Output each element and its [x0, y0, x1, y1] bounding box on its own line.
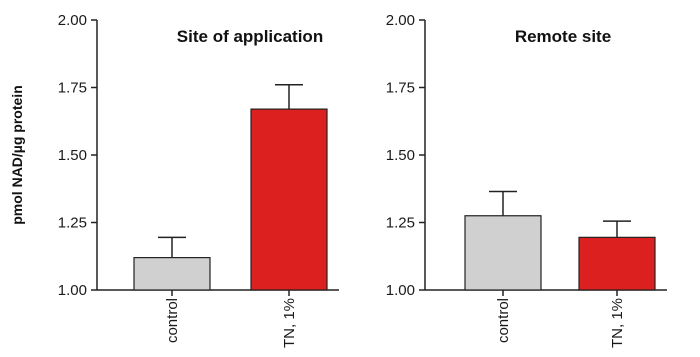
chart-panel-1: Site of application 1.00 1.25 1.50 1.75 2.00 c… — [58, 12, 339, 348]
y-tick-label: 1.25 — [58, 215, 87, 232]
panel-title: Remote site — [515, 27, 611, 46]
bar — [464, 215, 542, 291]
y-tick-label: 1.00 — [58, 282, 87, 299]
y-tick-label: 2.00 — [386, 12, 415, 29]
y-axis-label: pmol NAD/µg protein — [9, 85, 25, 225]
y-tick-label: 1.25 — [386, 215, 415, 232]
chart-panels: Site of application 1.00 1.25 1.50 1.75 2.00 c… — [58, 12, 667, 348]
panel-title: Site of application — [177, 27, 323, 46]
category-label: control — [164, 298, 181, 343]
bar — [578, 236, 656, 291]
category-label: TN, 1% — [281, 298, 298, 348]
y-tick-label: 2.00 — [58, 12, 87, 29]
category-label: control — [495, 298, 512, 343]
y-tick-label: 1.75 — [58, 80, 87, 97]
chart-panel-2: Remote site 1.00 1.25 1.50 1.75 2.00 control TN… — [386, 12, 667, 348]
y-tick-label: 1.75 — [386, 80, 415, 97]
bar — [133, 257, 211, 291]
y-tick-label: 1.00 — [386, 282, 415, 299]
category-label: TN, 1% — [609, 298, 626, 348]
y-tick-label: 1.50 — [58, 147, 87, 164]
y-tick-label: 1.50 — [386, 147, 415, 164]
bar — [250, 108, 328, 291]
